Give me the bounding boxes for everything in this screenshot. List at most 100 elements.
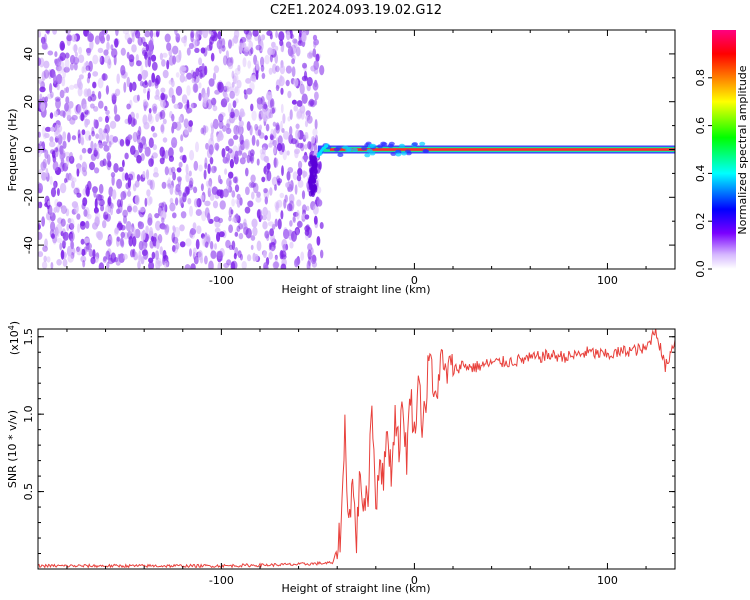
signal-band	[316, 141, 675, 159]
signal-wobble	[335, 145, 342, 150]
noise-speck	[122, 159, 125, 168]
noise-speck	[260, 214, 263, 220]
noise-speck	[295, 129, 300, 140]
noise-speck	[85, 118, 91, 126]
noise-speck	[119, 139, 125, 147]
noise-speck	[261, 72, 266, 79]
noise-speck	[159, 246, 163, 255]
noise-speck	[65, 208, 70, 217]
signal-wobble	[361, 146, 368, 151]
noise-speck	[315, 53, 320, 62]
noise-speck	[155, 239, 160, 250]
signal-wobble	[381, 142, 388, 147]
noise-speck	[137, 36, 143, 46]
noise-speck	[123, 215, 127, 224]
noise-speck	[278, 31, 285, 42]
noise-speck	[158, 202, 165, 208]
noise-speck	[188, 42, 194, 50]
noise-speck	[92, 81, 97, 89]
noise-speck	[148, 226, 154, 238]
noise-speck	[44, 149, 49, 159]
noise-speck	[264, 230, 270, 239]
noise-speck	[277, 135, 283, 146]
noise-speck	[306, 205, 310, 211]
noise-speck	[256, 139, 260, 147]
noise-speck	[238, 120, 244, 128]
noise-speck	[127, 37, 133, 45]
noise-speck	[256, 240, 262, 252]
noise-speck	[148, 261, 155, 269]
noise-speck	[206, 99, 213, 110]
noise-speck	[313, 99, 318, 106]
noise-speck	[127, 190, 132, 197]
noise-speck	[154, 213, 160, 219]
noise-speck	[152, 172, 159, 178]
noise-speck	[238, 223, 243, 230]
noise-speck	[92, 249, 96, 260]
noise-speck	[116, 236, 121, 242]
noise-speck	[301, 75, 308, 82]
noise-speck	[302, 134, 309, 140]
noise-speck	[85, 242, 93, 250]
noise-speck	[162, 150, 166, 161]
noise-speck	[186, 85, 191, 96]
noise-speck	[251, 191, 255, 200]
noise-speck	[265, 123, 270, 132]
noise-speck	[139, 206, 145, 213]
signal-band-core	[329, 148, 675, 151]
noise-speck	[268, 242, 272, 250]
snr-xlabel: Height of straight line (km)	[281, 582, 430, 595]
noise-speck	[142, 142, 147, 150]
noise-speck	[181, 36, 187, 44]
noise-speck	[66, 245, 72, 257]
noise-speck	[154, 94, 160, 100]
noise-speck	[146, 90, 150, 101]
signal-wobble	[422, 149, 429, 154]
noise-speck	[291, 58, 295, 65]
noise-speck	[132, 236, 137, 247]
noise-speck	[101, 73, 108, 81]
noise-speck	[77, 104, 82, 115]
noise-speck	[149, 36, 154, 46]
noise-speck	[249, 149, 255, 157]
noise-speck	[131, 44, 137, 53]
noise-speck	[282, 113, 286, 124]
noise-speck	[98, 262, 105, 269]
noise-speck	[218, 113, 224, 123]
noise-speck	[136, 174, 141, 182]
noise-speck	[77, 223, 80, 233]
noise-speck	[260, 56, 265, 67]
noise-speck	[140, 64, 144, 75]
noise-speck	[287, 184, 293, 193]
noise-speck	[286, 171, 291, 181]
noise-speck	[191, 78, 196, 84]
signal-wobble	[395, 149, 402, 154]
noise-speck	[297, 167, 303, 176]
noise-speck	[254, 253, 259, 262]
noise-speck	[136, 134, 141, 145]
noise-speck	[228, 39, 232, 49]
noise-speck	[103, 49, 109, 56]
noise-speck	[152, 105, 157, 114]
noise-speck	[274, 45, 279, 51]
noise-speck	[61, 239, 67, 247]
noise-speck	[152, 144, 157, 151]
noise-speck	[160, 124, 165, 133]
noise-speck	[214, 227, 221, 234]
noise-speck	[74, 203, 79, 214]
noise-speck	[217, 250, 224, 260]
noise-speck	[59, 110, 66, 117]
noise-speck	[186, 99, 190, 109]
noise-speck	[166, 42, 172, 51]
noise-speck	[281, 128, 285, 133]
noise-speck	[228, 171, 234, 179]
noise-speck	[269, 187, 273, 196]
noise-speck	[286, 30, 291, 41]
noise-speck	[265, 108, 272, 120]
noise-speck	[251, 135, 256, 146]
x-tick-label: 100	[597, 574, 618, 587]
noise-speck	[196, 30, 202, 39]
noise-speck	[149, 196, 153, 205]
noise-speck	[105, 109, 110, 116]
noise-speck	[50, 221, 56, 232]
